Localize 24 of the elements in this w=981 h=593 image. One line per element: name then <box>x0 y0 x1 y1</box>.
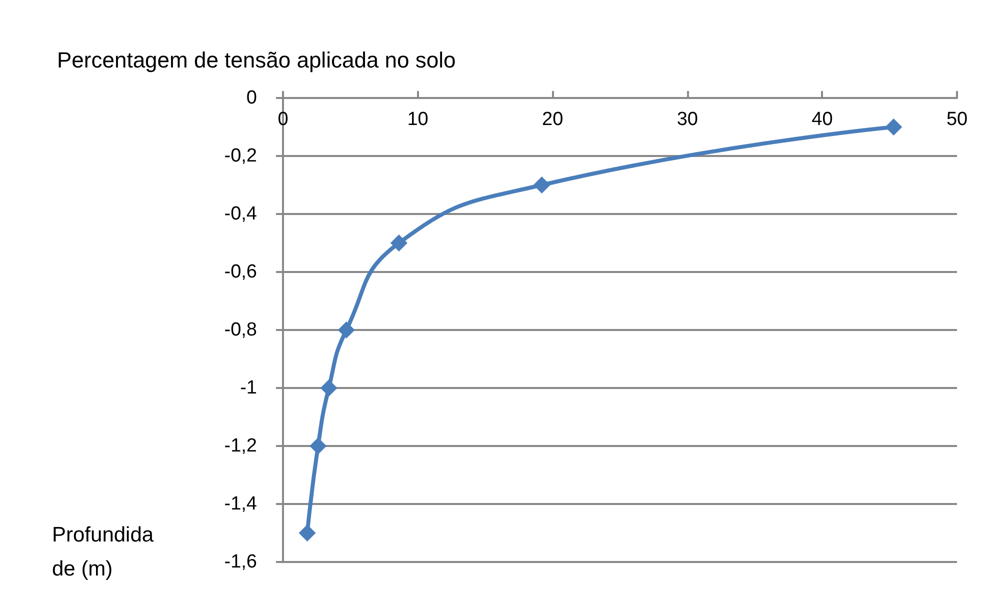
y-axis-title: Profundidade (m) <box>52 524 154 580</box>
y-tick-label: -1 <box>240 378 257 398</box>
y-tick-label: -0,6 <box>224 262 257 282</box>
point <box>320 380 338 396</box>
x-tick-label: 20 <box>542 109 564 130</box>
x-tick-label: 30 <box>676 109 698 130</box>
point <box>298 524 316 542</box>
y-tick-label: -0,2 <box>224 146 257 166</box>
point <box>310 438 327 454</box>
y-tick-label: -0,8 <box>224 320 257 340</box>
point <box>885 118 902 136</box>
chart-title: Percentagem de tensão aplicada no solo <box>57 48 456 72</box>
y-tick-label: 0 <box>246 88 257 108</box>
point <box>390 234 408 252</box>
point <box>338 322 355 338</box>
y-tick-label: -1,4 <box>224 494 258 514</box>
point <box>533 176 550 194</box>
x-tick-label: 40 <box>812 109 833 130</box>
y-tick-label: -0,4 <box>224 204 258 224</box>
x-tick-label: 10 <box>407 109 428 130</box>
x-tick-label: 0 <box>278 109 288 130</box>
x-tick-label: 50 <box>946 109 968 130</box>
y-tick-label: -1,2 <box>224 436 257 456</box>
y-tick-label: -1,6 <box>224 552 257 572</box>
